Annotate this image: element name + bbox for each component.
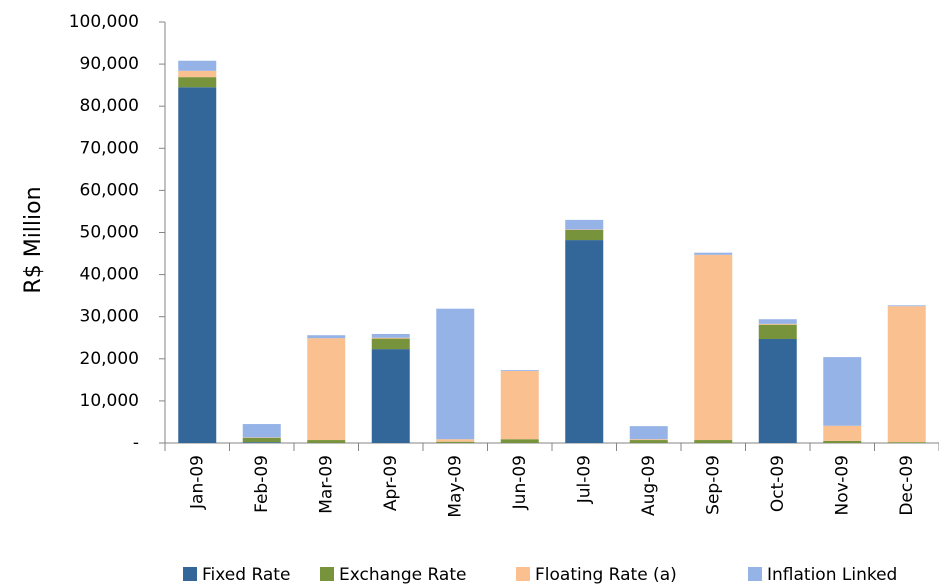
bar-segment [629,440,668,443]
legend-label: Inflation Linked [767,565,897,585]
bar-segment [371,338,410,350]
y-axis-title: R$ Million [21,186,46,293]
bar-segment [629,426,668,440]
bar-segment [887,305,926,307]
bar-segment [887,442,926,443]
bar-segment [242,437,281,443]
bar-segment [823,425,862,441]
x-tick-label: Dec-09 [897,455,917,516]
bar-segment [758,323,797,325]
y-tick-label: 90,000 [80,54,139,74]
x-tick-label: Mar-09 [316,455,336,514]
y-tick-label: 100,000 [69,12,139,32]
bar-segment [371,337,410,339]
x-tick-label: Feb-09 [252,455,272,513]
legend-label: Floating Rate (a) [535,565,677,585]
bar-segment [371,333,410,338]
bar-segment [371,349,410,443]
y-tick-label: 50,000 [80,223,139,243]
x-tick-label: Nov-09 [832,455,852,516]
legend-swatch [320,567,334,581]
bar-segment [887,306,926,443]
y-tick-label: - [133,433,139,453]
bar-segment [307,338,346,441]
bar-segment [178,70,217,78]
bar-segment [242,424,281,438]
x-tick-label: Jul-09 [574,455,594,504]
legend-swatch [516,567,530,581]
y-tick-label: 60,000 [80,180,139,200]
x-tick-label: Aug-09 [639,455,659,516]
bar-segment [178,60,217,71]
x-tick-label: May-09 [445,455,465,518]
bar-segment [500,370,539,372]
bar-segment [629,439,668,441]
y-tick-label: 70,000 [80,138,139,158]
x-tick-label: Apr-09 [381,455,401,511]
bar-segment [565,240,604,443]
bar-segment [565,219,604,230]
bar-segment [242,442,281,443]
bar-segment [758,319,797,324]
bar-segment [694,440,733,443]
y-tick-label: 80,000 [80,96,139,116]
x-tick-label: Jun-09 [510,455,530,510]
bar-segment [436,308,475,440]
legend-swatch [183,567,197,581]
legend-swatch [748,567,762,581]
bar-segment [694,252,733,255]
bar-segment [565,229,604,241]
bar-segment [178,77,217,88]
legend-label: Exchange Rate [339,565,466,585]
bar-segment [694,254,733,441]
bar-segment [500,371,539,440]
bar-segment [823,440,862,443]
x-tick-label: Oct-09 [768,455,788,512]
bar-segment [436,441,475,443]
bar-segment [307,440,346,443]
bar-segment [823,357,862,426]
bar-segment [436,439,475,442]
x-tick-label: Sep-09 [703,455,723,515]
bar-segment [178,87,217,443]
y-tick-label: 10,000 [80,391,139,411]
y-tick-label: 30,000 [80,307,139,327]
legend-label: Fixed Rate [202,565,290,585]
x-tick-label: Jan-09 [187,455,207,510]
bar-segment [758,324,797,340]
y-tick-label: 20,000 [80,349,139,369]
bar-segment [500,439,539,443]
bar-segment [758,339,797,443]
bar-segment [307,335,346,339]
y-tick-label: 40,000 [80,265,139,285]
